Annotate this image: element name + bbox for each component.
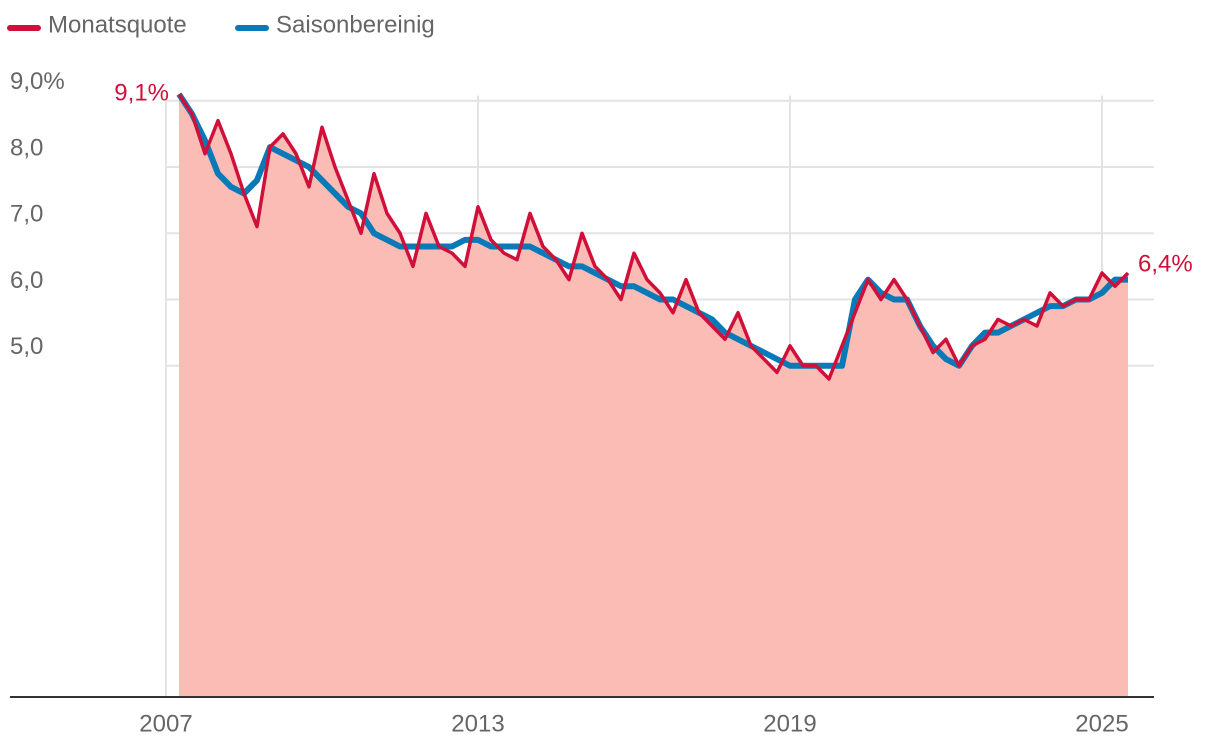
legend-label: Saisonbereinig (276, 11, 435, 38)
area (179, 94, 1128, 697)
x-tick-label: 2013 (451, 710, 504, 737)
annotation: 9,1% (114, 79, 169, 106)
y-tick-label: 6,0 (10, 267, 43, 294)
x-tick-label: 2019 (763, 710, 816, 737)
annotation: 6,4% (1138, 250, 1193, 277)
line (177, 93, 1130, 381)
x-tick-label: 2007 (139, 710, 192, 737)
y-tick-label: 7,0 (10, 201, 43, 228)
x-tick-label: 2025 (1075, 710, 1128, 737)
y-tick-label: 5,0 (10, 333, 43, 360)
legend-label: Monatsquote (48, 11, 187, 38)
y-tick-label: 9,0% (10, 68, 65, 95)
y-tick-label: 8,0 (10, 134, 43, 161)
